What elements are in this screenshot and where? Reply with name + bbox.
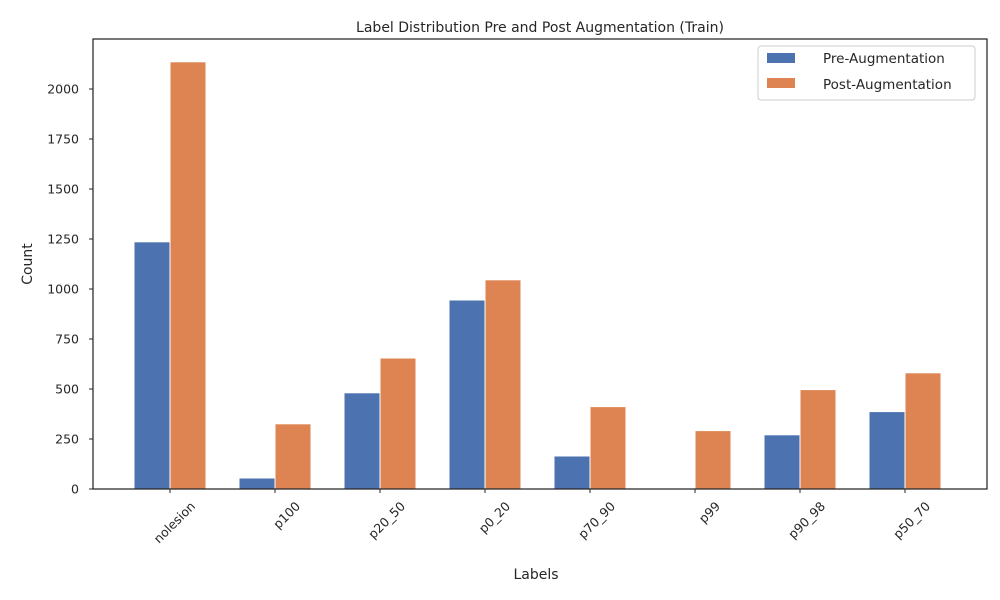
y-tick-label: 1750 (47, 132, 79, 147)
bar-pre-p100 (238, 477, 276, 490)
legend-swatch-post (767, 78, 795, 88)
x-axis-ticks: nolesion p100 p20_50 p0_20 p70_90 p99 p90_98 p5… (151, 489, 933, 547)
x-tick-label: p50_70 (890, 498, 933, 541)
y-axis-label: Count (20, 243, 36, 285)
y-axis-ticks: 0 250 500 750 1000 1250 1500 1750 2000 (47, 82, 93, 497)
y-tick-label: 750 (55, 332, 79, 347)
x-tick-label: p70_90 (575, 498, 618, 541)
x-tick-label: p20_50 (365, 498, 408, 541)
bar-post-p100 (274, 423, 312, 490)
plot-frame (92, 38, 988, 490)
bar-pre-nolesion (133, 241, 171, 490)
x-tick-label: p100 (270, 498, 303, 531)
bar-post-p50_70 (904, 372, 942, 490)
x-tick-label: p0_20 (476, 498, 514, 536)
chart-title: Label Distribution Pre and Post Augmenta… (356, 20, 724, 36)
bar-post-nolesion (169, 61, 207, 490)
bar-pre-p0_20 (448, 299, 486, 490)
x-axis-label: Labels (513, 567, 558, 583)
bar-post-p99 (694, 430, 732, 490)
y-tick-label: 2000 (47, 82, 79, 97)
bar-post-p70_90 (589, 406, 627, 490)
bar-post-p0_20 (484, 279, 522, 490)
bar-pre-p50_70 (868, 411, 906, 490)
y-tick-label: 1500 (47, 182, 79, 197)
y-tick-label: 250 (55, 432, 79, 447)
x-tick-label: p99 (696, 498, 723, 525)
y-tick-label: 1000 (47, 282, 79, 297)
y-tick-label: 0 (71, 482, 79, 497)
bars-group (133, 61, 942, 490)
bar-pre-p90_98 (763, 434, 801, 490)
y-tick-label: 500 (55, 382, 79, 397)
y-tick-label: 1250 (47, 232, 79, 247)
x-tick-label: nolesion (151, 499, 199, 547)
bar-pre-p70_90 (553, 455, 591, 490)
legend: Pre-Augmentation Post-Augmentation (757, 45, 976, 101)
bar-pre-p20_50 (343, 392, 381, 490)
bar-post-p20_50 (379, 357, 417, 490)
legend-swatch-pre (767, 53, 795, 63)
bar-post-p90_98 (799, 389, 837, 490)
legend-box (757, 45, 976, 101)
legend-label-post: Post-Augmentation (823, 77, 952, 93)
x-tick-label: p90_98 (785, 498, 828, 541)
legend-label-pre: Pre-Augmentation (823, 51, 945, 67)
